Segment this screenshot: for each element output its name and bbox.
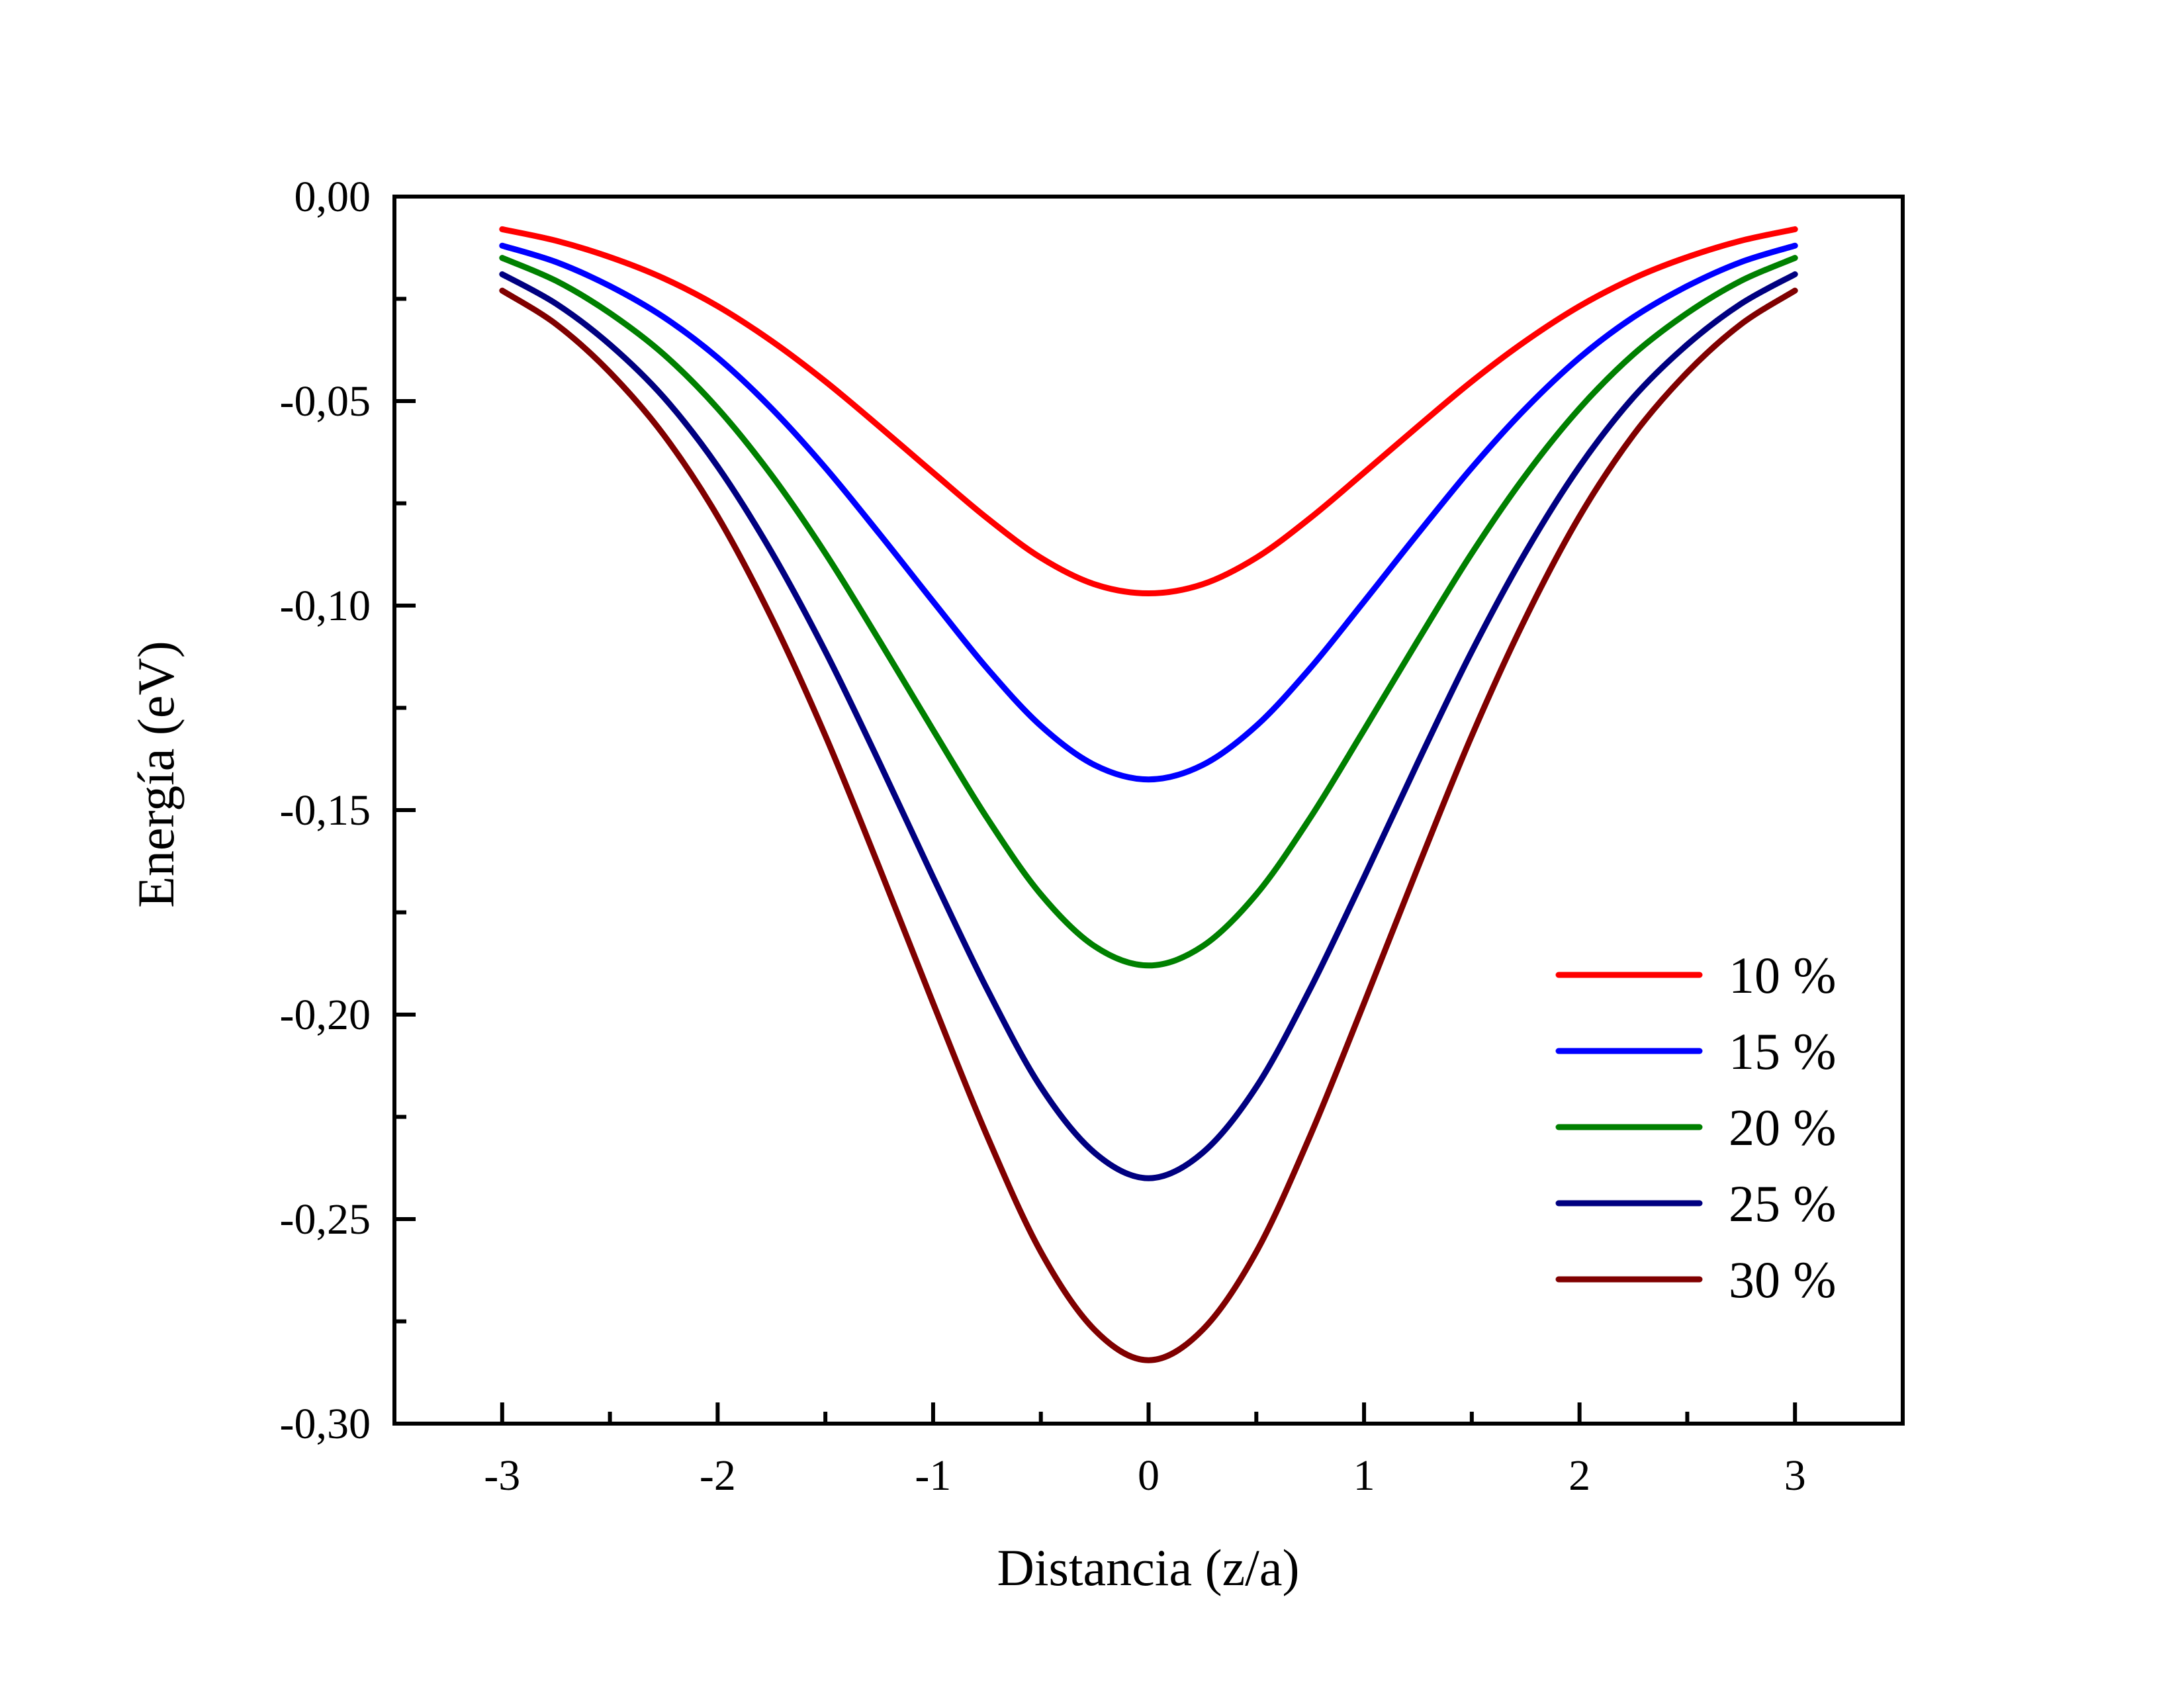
y-tick-label: -0,20	[280, 991, 371, 1039]
series-layer	[499, 226, 1798, 1363]
legend: 10 % 15 % 20 % 25 % 30 %	[1555, 946, 1836, 1308]
legend-label-2: 15 %	[1729, 1023, 1836, 1080]
series-line-4	[499, 271, 1798, 1181]
series-line-1	[499, 226, 1798, 596]
x-tick-label: 3	[1784, 1451, 1806, 1500]
x-tick-label: -2	[700, 1451, 736, 1500]
y-axis-title: Energía (eV)	[127, 641, 185, 908]
legend-label-4: 25 %	[1729, 1175, 1836, 1232]
y-tick-label: -0,10	[280, 582, 371, 630]
y-tick-label: 0,00	[295, 173, 371, 221]
legend-label-5: 30 %	[1729, 1251, 1836, 1308]
x-axis-title: Distancia (z/a)	[997, 1539, 1300, 1596]
series-line-3	[499, 255, 1798, 969]
y-tick-label: -0,25	[280, 1195, 371, 1244]
tick-labels-layer: -3 -2 -1 0 1 2 3 0,00 -0,05 -0,10 -0,15 -0,20 -0,25 -…	[280, 173, 1806, 1500]
series-line-5	[499, 287, 1798, 1363]
y-tick-label: -0,05	[280, 377, 371, 426]
x-tick-label: -1	[915, 1451, 951, 1500]
legend-label-1: 10 %	[1729, 946, 1836, 1004]
legend-label-3: 20 %	[1729, 1099, 1836, 1156]
ticks-layer	[394, 195, 1797, 1426]
x-tick-label: 0	[1138, 1451, 1160, 1500]
y-tick-label: -0,30	[280, 1400, 371, 1448]
x-tick-label: -3	[484, 1451, 520, 1500]
x-tick-label: 1	[1353, 1451, 1375, 1500]
x-tick-label: 2	[1569, 1451, 1590, 1500]
y-tick-label: -0,15	[280, 786, 371, 835]
series-line-2	[499, 242, 1798, 783]
